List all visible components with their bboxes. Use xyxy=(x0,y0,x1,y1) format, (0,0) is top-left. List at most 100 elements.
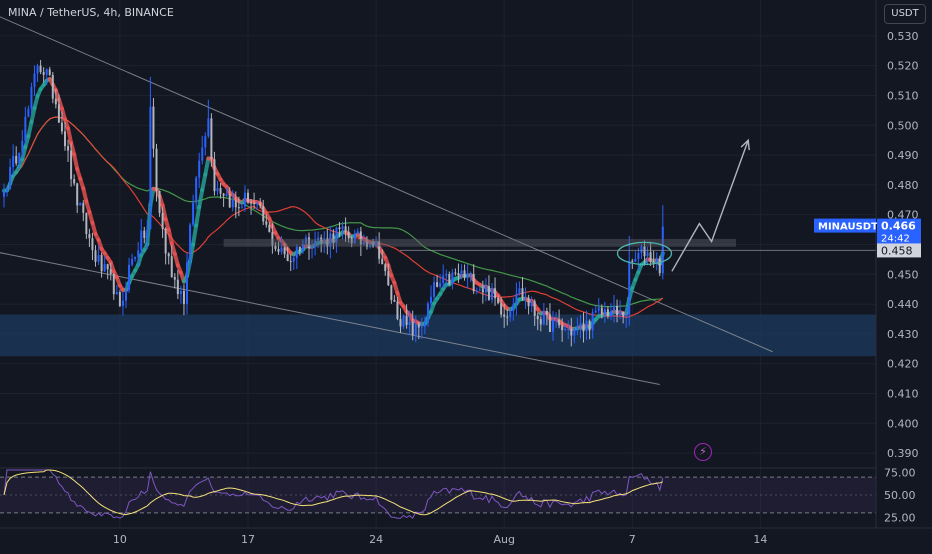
candle-body xyxy=(421,326,423,327)
candle-body xyxy=(311,247,313,248)
candle-body xyxy=(622,312,624,317)
candle-body xyxy=(3,191,5,197)
candle-body xyxy=(491,288,493,299)
candle-body xyxy=(644,246,646,256)
candle-body xyxy=(95,250,97,262)
candle-body xyxy=(576,327,578,329)
candle-body xyxy=(262,206,264,221)
candle-body xyxy=(640,246,642,252)
candle-body xyxy=(293,258,295,262)
candle-body xyxy=(207,118,209,136)
candle-body xyxy=(390,285,392,300)
candle-body xyxy=(82,203,84,213)
candle-body xyxy=(393,300,395,302)
candle-body xyxy=(616,306,618,315)
candle-body xyxy=(601,308,603,315)
candle-body xyxy=(140,231,142,251)
candle-body xyxy=(18,153,20,164)
candle-body xyxy=(290,261,292,262)
candle-body xyxy=(387,271,389,285)
candle-body xyxy=(461,270,463,275)
candle-body xyxy=(287,254,289,261)
time-tick-label: Aug xyxy=(493,533,514,546)
lightning-icon[interactable]: ⚡ xyxy=(694,443,712,461)
candle-body xyxy=(67,146,69,150)
candle-body xyxy=(201,147,203,160)
candle-body xyxy=(137,250,139,257)
candle-body xyxy=(152,107,154,149)
price-tick-label: 0.400 xyxy=(887,417,919,430)
candle-body xyxy=(58,104,60,122)
candle-body xyxy=(445,274,447,275)
candle-body xyxy=(149,107,151,229)
candle-body xyxy=(204,136,206,147)
price-tick-label: 0.410 xyxy=(887,387,919,400)
time-tick-label: 10 xyxy=(113,533,127,546)
candle-body xyxy=(567,329,569,330)
candle-body xyxy=(598,308,600,311)
candle-body xyxy=(244,193,246,207)
candle-body xyxy=(85,213,87,234)
candle-body xyxy=(256,203,258,204)
rsi-tick-label: 75.00 xyxy=(884,467,916,480)
candle-body xyxy=(213,159,215,191)
candle-body xyxy=(46,69,48,74)
candle-body xyxy=(418,324,420,327)
candle-body xyxy=(12,156,14,167)
candle-body xyxy=(518,288,520,294)
candle-body xyxy=(403,316,405,327)
candle-body xyxy=(30,87,32,109)
currency-button[interactable]: USDT xyxy=(884,4,926,24)
candle-body xyxy=(159,191,161,213)
candle-body xyxy=(229,194,231,207)
countdown-label: 24:42 xyxy=(881,234,910,245)
time-tick-label: 7 xyxy=(629,533,636,546)
candle-body xyxy=(250,203,252,204)
candle-body xyxy=(134,257,136,259)
candle-body xyxy=(177,280,179,294)
candle-body xyxy=(592,313,594,331)
candle-body xyxy=(485,286,487,292)
candle-body xyxy=(528,298,530,306)
rsi-tick-label: 50.00 xyxy=(884,489,916,502)
resistance-band xyxy=(224,239,736,247)
candle-body xyxy=(156,149,158,191)
candle-body xyxy=(509,311,511,317)
candle-body xyxy=(558,320,560,326)
candle-body xyxy=(464,270,466,277)
price-tick-label: 0.500 xyxy=(887,119,919,132)
candle-body xyxy=(628,261,630,315)
candle-body xyxy=(396,302,398,320)
candle-body xyxy=(131,259,133,265)
candle-body xyxy=(412,322,414,335)
candle-body xyxy=(64,131,66,146)
candle-body xyxy=(662,227,664,274)
candle-body xyxy=(454,273,456,274)
price-tick-label: 0.530 xyxy=(887,30,919,43)
candle-body xyxy=(223,194,225,196)
candle-body xyxy=(430,297,432,304)
candle-body xyxy=(9,167,11,189)
candle-body xyxy=(613,306,615,311)
last-price-value: 0.466 xyxy=(881,220,916,233)
candle-body xyxy=(479,289,481,290)
candle-body xyxy=(281,247,283,251)
candle-body xyxy=(226,194,228,196)
candle-body xyxy=(433,282,435,297)
candle-body xyxy=(427,303,429,322)
candle-body xyxy=(647,252,649,256)
candle-body xyxy=(192,203,194,225)
candle-body xyxy=(595,311,597,313)
candle-body xyxy=(589,321,591,331)
candle-body xyxy=(15,156,17,163)
candle-body xyxy=(125,290,127,300)
candle-body xyxy=(348,232,350,239)
candle-body xyxy=(549,314,551,332)
time-tick-label: 14 xyxy=(753,533,767,546)
candle-body xyxy=(631,261,633,262)
candle-body xyxy=(400,319,402,326)
candle-body xyxy=(634,259,636,262)
candle-body xyxy=(534,301,536,316)
candle-body xyxy=(73,179,75,183)
